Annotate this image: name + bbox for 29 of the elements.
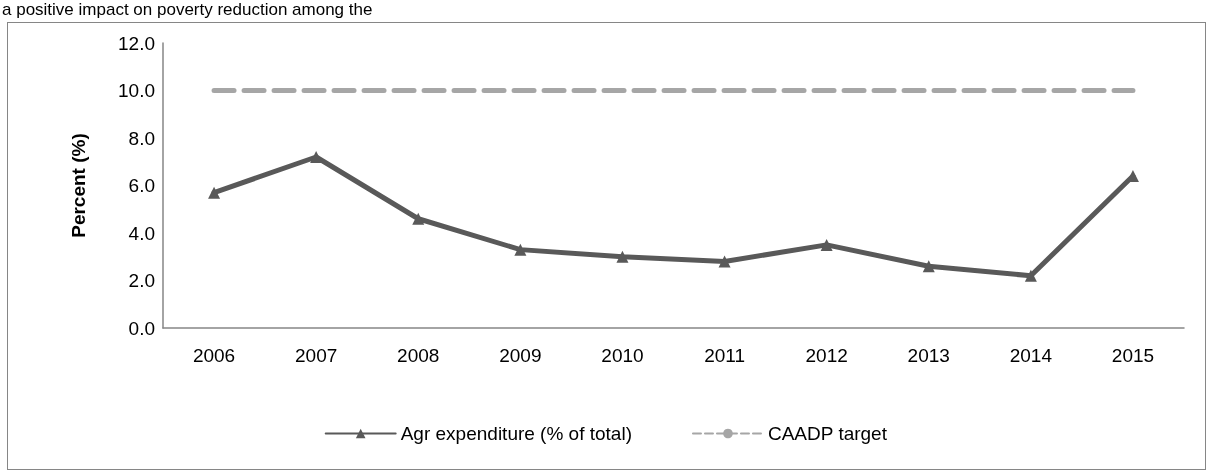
- x-tick-label: 2009: [499, 345, 542, 366]
- x-tick-label: 2008: [397, 345, 440, 366]
- x-tick-label: 2015: [1111, 345, 1155, 366]
- point: [922, 260, 935, 273]
- point: [208, 186, 221, 199]
- x-tick-label: 2011: [704, 345, 745, 366]
- text: a positive impact on poverty reduction among the: [2, 0, 373, 20]
- point: [412, 212, 425, 225]
- y-tick-label: 12.0: [118, 32, 155, 54]
- legend-label: Agr expenditure (% of total): [400, 423, 632, 444]
- x-tick-label: 2010: [601, 345, 644, 366]
- y-axis-title: Percent (%): [68, 133, 89, 238]
- y-tick-label: 0.0: [128, 317, 155, 339]
- point: [616, 250, 629, 263]
- point: [514, 243, 527, 256]
- x-tick-label: 2014: [1009, 345, 1053, 366]
- x-tick-label: 2012: [805, 345, 848, 366]
- x-tick-label: 2007: [295, 345, 338, 366]
- x-tick-label: 2013: [907, 345, 950, 366]
- legend-label: CAADP target: [767, 423, 888, 444]
- y-tick-label: 10.0: [118, 80, 155, 101]
- point: [1024, 269, 1037, 282]
- y-tick-label: 6.0: [128, 175, 155, 196]
- point: [820, 238, 833, 251]
- y-tick-label: 4.0: [128, 222, 155, 244]
- x-tick-label: 2006: [192, 345, 236, 366]
- y-tick-label: 2.0: [128, 270, 155, 291]
- y-tick-label: 8.0: [128, 127, 155, 149]
- point: [718, 255, 731, 268]
